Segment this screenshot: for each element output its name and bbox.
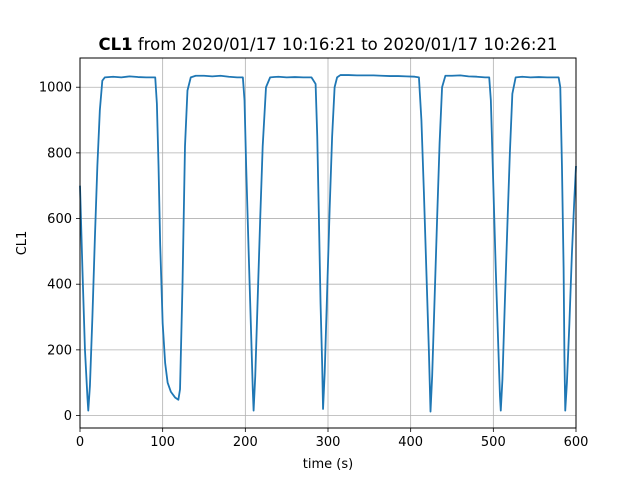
series-line bbox=[79, 74, 577, 413]
chart-title: CL1 from 2020/01/17 10:16:21 to 2020/01/… bbox=[99, 35, 558, 54]
x-tick-label: 400 bbox=[398, 435, 423, 450]
y-tick-label: 800 bbox=[47, 146, 72, 161]
plot-area bbox=[79, 74, 577, 413]
x-tick-label: 500 bbox=[481, 435, 506, 450]
y-tick-label: 1000 bbox=[39, 81, 72, 96]
x-tick-label: 600 bbox=[564, 435, 589, 450]
chart-title-bold: CL1 bbox=[99, 35, 133, 54]
x-tick-label: 300 bbox=[316, 435, 341, 450]
y-tick-label: 400 bbox=[47, 278, 72, 293]
x-axis-label: time (s) bbox=[303, 457, 353, 472]
y-tick-label: 600 bbox=[47, 212, 72, 227]
x-tick-label: 200 bbox=[233, 435, 258, 450]
y-axis: 0 200 400 600 800 1000 bbox=[39, 81, 80, 424]
x-tick-label: 0 bbox=[76, 435, 84, 450]
y-tick-label: 200 bbox=[47, 343, 72, 358]
x-axis: 0 100 200 300 400 500 600 bbox=[76, 428, 589, 450]
y-tick-label: 0 bbox=[64, 409, 72, 424]
y-axis-label: CL1 bbox=[15, 231, 30, 256]
chart-title-rest: from 2020/01/17 10:16:21 to 2020/01/17 1… bbox=[133, 35, 558, 54]
x-tick-label: 100 bbox=[150, 435, 175, 450]
